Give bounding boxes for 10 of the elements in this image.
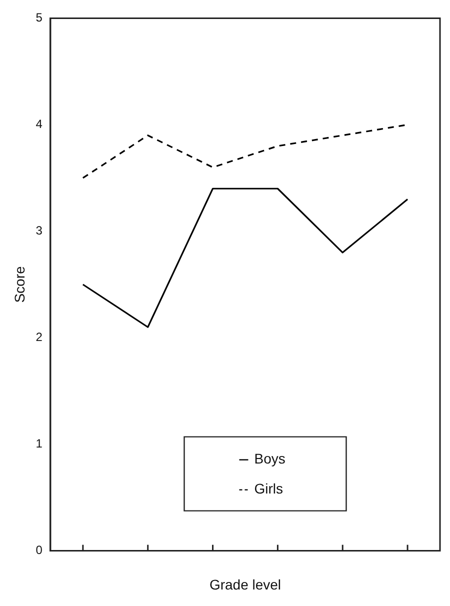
y-tick-label: 3 [36,224,43,238]
y-tick-label: 1 [36,436,43,451]
y-tick-label: 5 [36,10,43,25]
y-tick-label: 2 [36,330,43,344]
x-axis-title: Grade level [209,576,282,592]
y-axis-title: Score [11,266,28,303]
legend-label: Girls [254,480,284,497]
legend-label: Boys [254,450,286,467]
y-tick-label: 0 [36,543,43,558]
y-tick-label: 4 [36,117,43,132]
